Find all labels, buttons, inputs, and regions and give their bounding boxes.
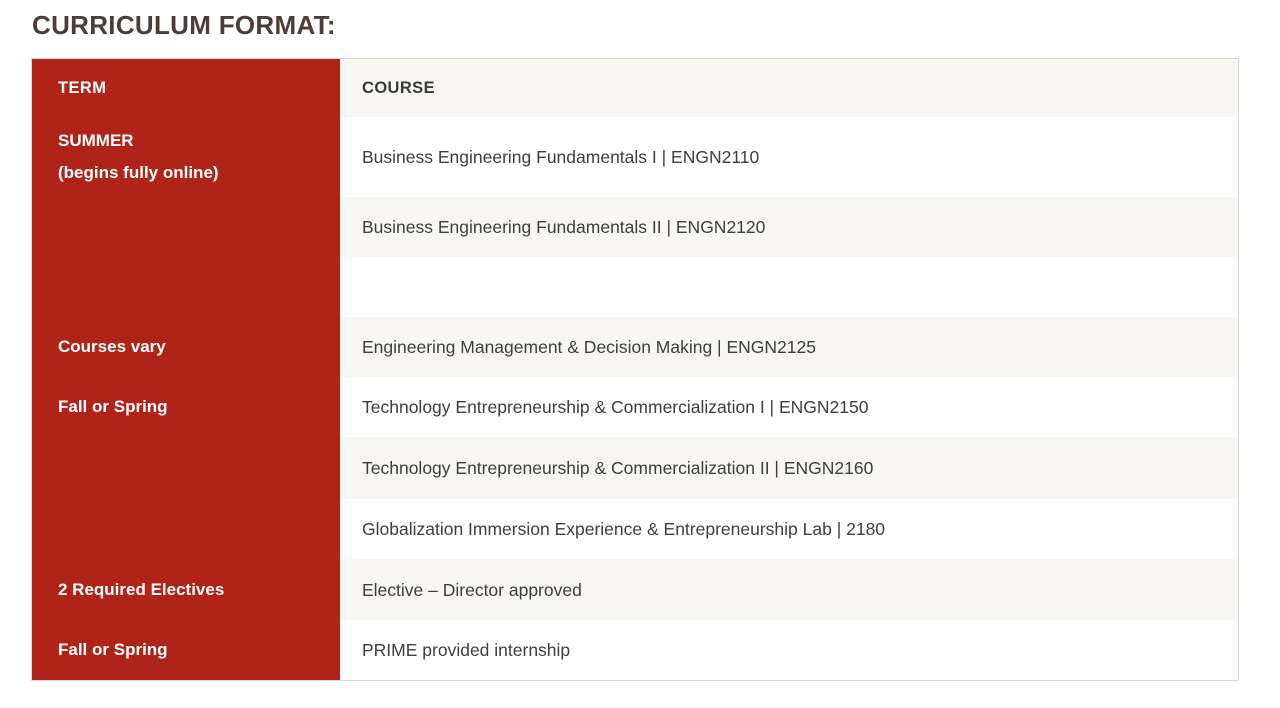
term-label: 2 Required Electives bbox=[58, 579, 225, 599]
term-header-label: TERM bbox=[58, 79, 107, 97]
table-row: Courses vary Engineering Management & De… bbox=[32, 317, 1238, 377]
term-cell bbox=[32, 197, 340, 257]
table-row: 2 Required Electives Elective – Director… bbox=[32, 559, 1238, 620]
course-label: Globalization Immersion Experience & Ent… bbox=[362, 519, 886, 539]
term-cell: SUMMER (begins fully online) bbox=[32, 117, 340, 197]
course-label: PRIME provided internship bbox=[362, 640, 571, 660]
table-row bbox=[32, 257, 1238, 317]
course-header-cell: COURSE bbox=[340, 59, 1238, 117]
table-row: Business Engineering Fundamentals II | E… bbox=[32, 197, 1238, 257]
table-row: Globalization Immersion Experience & Ent… bbox=[32, 499, 1238, 559]
term-label: SUMMER bbox=[58, 131, 134, 150]
term-sub-label: (begins fully online) bbox=[58, 163, 219, 182]
course-cell: Technology Entrepreneurship & Commercial… bbox=[340, 437, 1238, 499]
page: CURRICULUM FORMAT: TERM COURSE SUMMER (b… bbox=[31, 10, 1239, 681]
term-label: Fall or Spring bbox=[58, 397, 168, 416]
term-label: Courses vary bbox=[58, 337, 166, 356]
table-header-row: TERM COURSE bbox=[32, 59, 1238, 117]
course-cell: Business Engineering Fundamentals II | E… bbox=[340, 197, 1238, 257]
term-label: Fall or Spring bbox=[58, 640, 168, 659]
course-cell bbox=[340, 257, 1238, 317]
curriculum-table: TERM COURSE SUMMER (begins fully online)… bbox=[31, 58, 1239, 681]
course-label: Business Engineering Fundamentals I | EN… bbox=[362, 147, 760, 167]
course-cell: Business Engineering Fundamentals I | EN… bbox=[340, 117, 1238, 197]
page-title: CURRICULUM FORMAT: bbox=[32, 10, 336, 40]
term-cell bbox=[32, 499, 340, 559]
term-cell: Fall or Spring bbox=[32, 620, 340, 680]
term-cell bbox=[32, 437, 340, 499]
term-cell bbox=[32, 257, 340, 317]
course-cell: Globalization Immersion Experience & Ent… bbox=[340, 499, 1238, 559]
course-cell: Technology Entrepreneurship & Commercial… bbox=[340, 377, 1238, 437]
course-cell: Elective – Director approved bbox=[340, 559, 1238, 620]
term-cell: Courses vary bbox=[32, 317, 340, 377]
table-row: Fall or Spring PRIME provided internship bbox=[32, 620, 1238, 680]
term-header-cell: TERM bbox=[32, 59, 340, 117]
course-label: Business Engineering Fundamentals II | E… bbox=[362, 217, 766, 237]
table-row: Technology Entrepreneurship & Commercial… bbox=[32, 437, 1238, 499]
course-label: Technology Entrepreneurship & Commercial… bbox=[362, 458, 874, 478]
course-cell: PRIME provided internship bbox=[340, 620, 1238, 680]
course-cell: Engineering Management & Decision Making… bbox=[340, 317, 1238, 377]
course-label: Engineering Management & Decision Making… bbox=[362, 337, 816, 357]
course-label: Elective – Director approved bbox=[362, 579, 582, 600]
term-cell: Fall or Spring bbox=[32, 377, 340, 437]
course-label: Technology Entrepreneurship & Commercial… bbox=[362, 397, 869, 417]
table-row: Fall or Spring Technology Entrepreneursh… bbox=[32, 377, 1238, 437]
table-row: SUMMER (begins fully online) Business En… bbox=[32, 117, 1238, 197]
term-cell: 2 Required Electives bbox=[32, 559, 340, 620]
course-header-label: COURSE bbox=[362, 79, 435, 97]
